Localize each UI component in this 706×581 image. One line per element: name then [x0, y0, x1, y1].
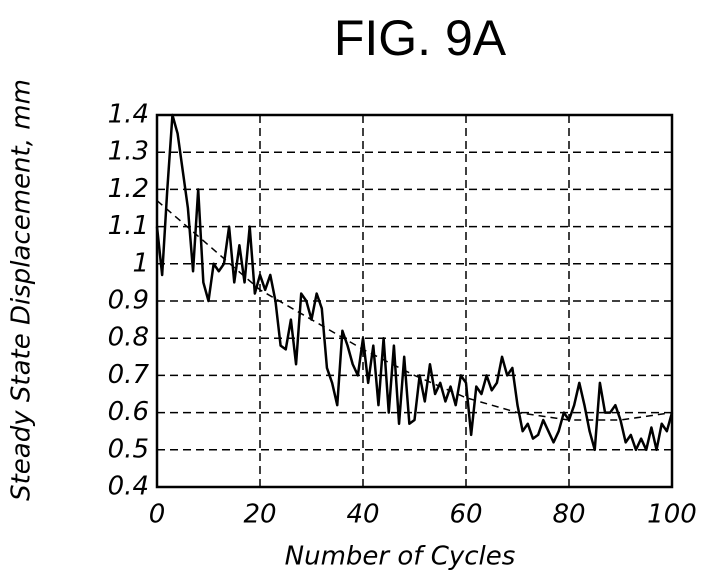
x-tick-label: 60 [449, 500, 482, 530]
x-tick-label: 80 [552, 500, 585, 530]
y-tick-label: 0.9 [108, 286, 149, 316]
x-tick-label: 40 [346, 500, 379, 530]
x-tick-label: 20 [243, 500, 276, 530]
y-tick-label: 1.1 [108, 211, 149, 241]
y-tick-label: 1.2 [108, 174, 149, 204]
y-tick-label: 0.4 [108, 472, 149, 502]
x-tick-label: 100 [647, 500, 697, 530]
y-tick-label: 1.4 [108, 100, 149, 130]
x-tick-label: 0 [149, 500, 166, 530]
chart-title: FIG. 9A [334, 10, 507, 66]
y-axis-label: Steady State Displacement, mm [7, 79, 37, 501]
y-tick-label: 0.6 [108, 397, 149, 427]
x-axis-label: Number of Cycles [285, 542, 516, 572]
y-tick-label: 0.8 [108, 323, 149, 353]
y-tick-label: 0.7 [108, 360, 150, 390]
y-tick-label: 0.5 [108, 434, 149, 464]
y-tick-label: 1.3 [108, 137, 149, 167]
trend-line [156, 199, 673, 421]
data-line [155, 113, 674, 452]
plot-frame [155, 113, 674, 489]
y-tick-label: 1 [132, 248, 149, 278]
